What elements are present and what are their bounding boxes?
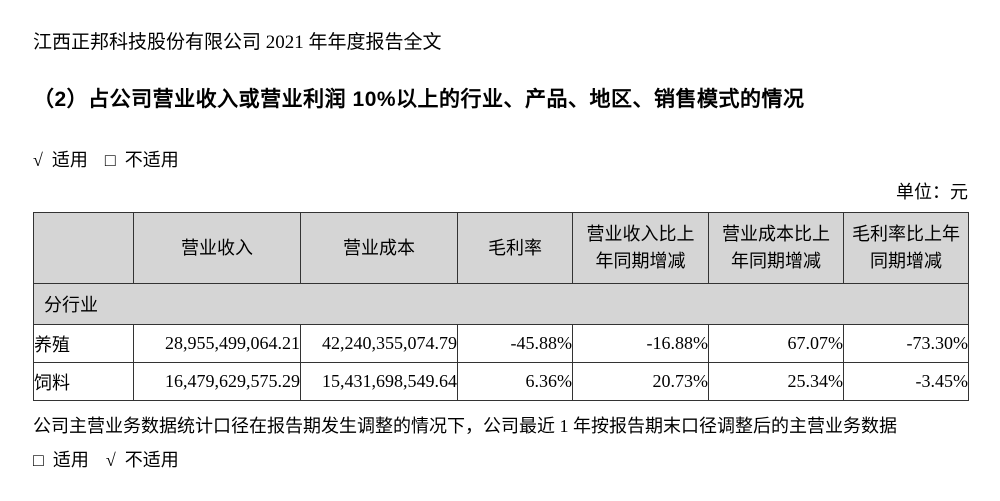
section-title: （2）占公司营业收入或营业利润 10%以上的行业、产品、地区、销售模式的情况: [33, 88, 805, 111]
adjustment-note: 公司主营业务数据统计口径在报告期发生调整的情况下，公司最近 1 年按报告期末口径…: [33, 416, 897, 436]
col-header-margin-yoy: 毛利率比上年同期增减: [843, 212, 969, 284]
cost-yoy-value: 25.34%: [708, 362, 844, 401]
revenue-yoy-value: 20.73%: [572, 362, 709, 401]
unit-label: 单位：元: [896, 182, 968, 202]
check-mark-icon: √: [33, 150, 43, 170]
row-label: 饲料: [33, 362, 134, 401]
checkbox-empty-icon: □: [104, 150, 116, 170]
gross-margin-value: -45.88%: [457, 324, 573, 363]
table-header-row: 营业收入 营业成本 毛利率 营业收入比上年同期增减 营业成本比上年同期增减 毛利…: [33, 212, 969, 284]
margin-yoy-value: -3.45%: [843, 362, 969, 401]
applicability-line-bottom: □ 适用 √ 不适用: [33, 446, 196, 472]
col-header-cost-yoy: 营业成本比上年同期增减: [708, 212, 844, 284]
gross-margin-value: 6.36%: [457, 362, 573, 401]
revenue-value: 28,955,499,064.21: [133, 324, 301, 363]
col-header-margin-yoy-text: 毛利率比上年同期增减: [852, 224, 960, 271]
cost-yoy-value: 67.07%: [708, 324, 844, 363]
col-header-cost: 营业成本: [300, 212, 458, 284]
cost-value: 15,431,698,549.64: [300, 362, 458, 401]
not-applicable-label: 不适用: [124, 450, 179, 470]
row-label: 养殖: [33, 324, 134, 363]
check-mark-icon: √: [105, 450, 116, 470]
col-header-revenue-yoy: 营业收入比上年同期增减: [572, 212, 709, 284]
table-row-breeding: 养殖 28,955,499,064.21 42,240,355,074.79 -…: [33, 324, 969, 363]
col-header-cost-yoy-text: 营业成本比上年同期增减: [722, 224, 830, 271]
col-header-revenue-yoy-text: 营业收入比上年同期增减: [586, 224, 695, 271]
col-header-empty: [33, 212, 134, 284]
document-header: 江西正邦科技股份有限公司 2021 年年度报告全文: [33, 32, 442, 53]
not-applicable-label: 不适用: [124, 150, 179, 170]
main-business-table: 营业收入 营业成本 毛利率 营业收入比上年同期增减 营业成本比上年同期增减 毛利…: [33, 212, 969, 401]
cost-value: 42,240,355,074.79: [300, 324, 458, 363]
table-section-row: 分行业: [33, 283, 969, 325]
revenue-value: 16,479,629,575.29: [133, 362, 301, 401]
applicable-label: 适用: [52, 450, 89, 470]
checkbox-empty-icon: □: [33, 450, 44, 470]
margin-yoy-value: -73.30%: [843, 324, 969, 363]
section-row-label: 分行业: [33, 283, 969, 325]
col-header-gross-margin: 毛利率: [457, 212, 573, 284]
applicable-label: 适用: [51, 150, 88, 170]
applicability-line-top: √ 适用 □ 不适用: [33, 146, 196, 172]
table-row-feed: 饲料 16,479,629,575.29 15,431,698,549.64 6…: [33, 362, 969, 401]
revenue-yoy-value: -16.88%: [572, 324, 709, 363]
col-header-revenue: 营业收入: [133, 212, 301, 284]
